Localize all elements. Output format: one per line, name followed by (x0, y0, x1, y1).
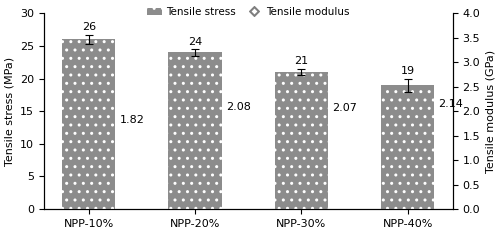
Bar (168, 107, 222, 209)
Text: 1.82: 1.82 (120, 115, 144, 125)
Bar (168, 52, 222, 209)
Bar (381, 85, 434, 209)
Bar (62, 120, 116, 209)
Bar (62, 39, 116, 209)
Y-axis label: Tensile modulus (GPa): Tensile modulus (GPa) (486, 50, 496, 173)
Text: 2.08: 2.08 (226, 102, 250, 112)
Bar (381, 104, 434, 209)
Bar (275, 108, 328, 209)
Text: 2.14: 2.14 (438, 99, 464, 109)
Text: 26: 26 (82, 22, 96, 32)
Text: 2.07: 2.07 (332, 103, 357, 113)
Text: 21: 21 (294, 56, 308, 66)
Bar (275, 72, 328, 209)
Legend: Tensile stress, Tensile modulus: Tensile stress, Tensile modulus (142, 3, 354, 21)
Text: 19: 19 (400, 66, 414, 76)
Y-axis label: Tensile stress (MPa): Tensile stress (MPa) (4, 57, 14, 166)
Text: 24: 24 (188, 37, 202, 47)
